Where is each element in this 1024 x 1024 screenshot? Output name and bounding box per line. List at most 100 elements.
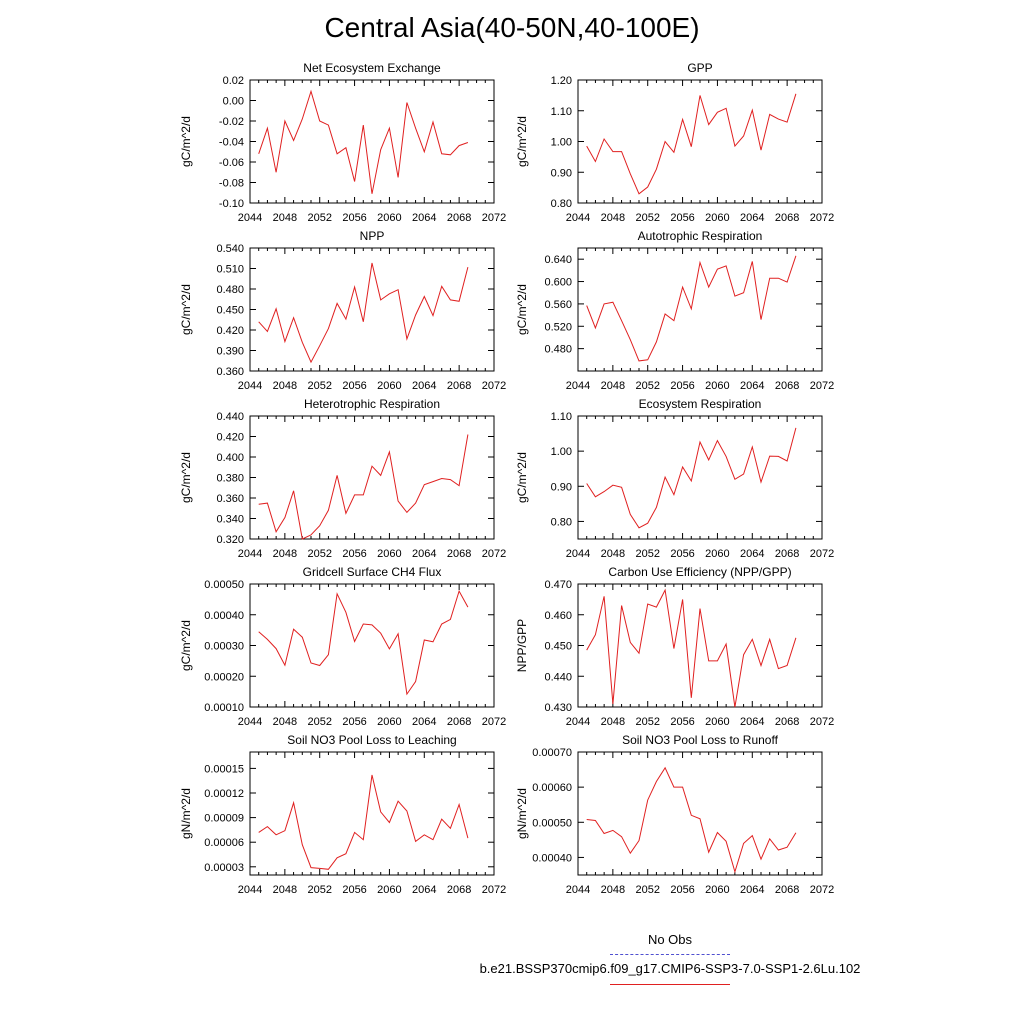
x-tick-label: 2048 <box>273 380 297 392</box>
x-tick-label: 2056 <box>342 380 366 392</box>
x-tick-label: 2048 <box>273 884 297 896</box>
y-tick-label: 0.00030 <box>204 641 244 653</box>
y-tick-label: -0.08 <box>219 178 244 190</box>
panel-title: Autotrophic Respiration <box>638 229 763 243</box>
y-tick-label: -0.02 <box>219 116 244 128</box>
panel-title: Soil NO3 Pool Loss to Runoff <box>622 733 779 747</box>
x-tick-label: 2072 <box>810 884 834 896</box>
x-tick-label: 2056 <box>670 212 694 224</box>
y-axis-label: gC/m^2/d <box>515 284 529 335</box>
y-tick-label: -0.10 <box>219 198 244 210</box>
x-tick-label: 2060 <box>705 212 729 224</box>
x-tick-label: 2044 <box>566 548 590 560</box>
x-tick-label: 2068 <box>447 380 471 392</box>
x-tick-label: 2072 <box>810 548 834 560</box>
figure-title: Central Asia(40-50N,40-100E) <box>324 12 700 43</box>
x-tick-label: 2048 <box>273 716 297 728</box>
x-tick-label: 2060 <box>377 212 401 224</box>
series-line <box>586 255 797 362</box>
x-tick-label: 2060 <box>705 884 729 896</box>
x-tick-label: 2060 <box>377 380 401 392</box>
y-tick-label: 0.400 <box>216 452 244 464</box>
x-tick-label: 2060 <box>377 716 401 728</box>
y-tick-label: 0.00009 <box>204 813 244 825</box>
series-line <box>586 427 797 529</box>
y-tick-label: 0.480 <box>544 344 572 356</box>
y-tick-label: 0.00020 <box>204 671 244 683</box>
y-axis-label: gN/m^2/d <box>179 788 193 839</box>
x-tick-label: 2064 <box>412 548 436 560</box>
x-tick-label: 2060 <box>377 884 401 896</box>
y-tick-label: 0.00 <box>223 96 244 108</box>
y-tick-label: 0.420 <box>216 432 244 444</box>
x-tick-label: 2052 <box>307 380 331 392</box>
y-tick-label: 0.520 <box>544 321 572 333</box>
y-tick-label: 1.10 <box>551 106 572 118</box>
x-tick-label: 2044 <box>566 716 590 728</box>
y-tick-label: -0.06 <box>219 157 244 169</box>
y-tick-label: 0.80 <box>551 198 572 210</box>
x-tick-label: 2072 <box>810 716 834 728</box>
plot-frame <box>249 415 495 540</box>
x-tick-label: 2052 <box>307 212 331 224</box>
y-tick-label: 1.00 <box>551 137 572 149</box>
y-tick-label: 0.00040 <box>204 610 244 622</box>
y-tick-label: 0.380 <box>216 473 244 485</box>
plot-frame <box>249 583 495 708</box>
y-tick-label: 0.440 <box>216 411 244 423</box>
y-axis-label: NPP/GPP <box>515 619 529 672</box>
panel-title: Heterotrophic Respiration <box>304 397 440 411</box>
plot-frame <box>249 79 495 204</box>
x-tick-label: 2060 <box>705 716 729 728</box>
x-tick-label: 2064 <box>412 212 436 224</box>
plot-frame <box>249 751 495 876</box>
y-tick-label: 0.320 <box>216 534 244 546</box>
x-tick-label: 2048 <box>601 212 625 224</box>
x-tick-label: 2072 <box>482 884 506 896</box>
x-tick-label: 2068 <box>447 716 471 728</box>
panel-title: GPP <box>687 61 712 75</box>
x-tick-label: 2056 <box>670 380 694 392</box>
panel-title: Carbon Use Efficiency (NPP/GPP) <box>608 565 791 579</box>
y-tick-label: 0.90 <box>551 167 572 179</box>
panel-1: 2044 2048 2052 2056 2060 2064 2068 2072 0.02 0.00… <box>179 61 506 224</box>
x-tick-label: 2052 <box>635 884 659 896</box>
y-tick-label: 0.340 <box>216 514 244 526</box>
x-tick-label: 2048 <box>601 548 625 560</box>
x-tick-label: 2064 <box>412 716 436 728</box>
x-tick-label: 2068 <box>775 548 799 560</box>
plot-frame <box>577 247 823 372</box>
x-tick-label: 2060 <box>377 548 401 560</box>
x-tick-label: 2052 <box>307 548 331 560</box>
x-tick-label: 2052 <box>307 716 331 728</box>
panel-title: NPP <box>360 229 385 243</box>
panel-9: 2044 2048 2052 2056 2060 2064 2068 2072 0.00015 0… <box>179 733 506 896</box>
x-tick-label: 2056 <box>670 548 694 560</box>
x-tick-label: 2068 <box>775 716 799 728</box>
y-tick-label: 0.440 <box>544 671 572 683</box>
y-tick-label: 0.430 <box>544 702 572 714</box>
x-tick-label: 2064 <box>412 884 436 896</box>
series-line <box>586 766 797 874</box>
y-axis-label: gN/m^2/d <box>515 788 529 839</box>
x-tick-label: 2068 <box>775 884 799 896</box>
x-tick-label: 2052 <box>635 716 659 728</box>
y-tick-label: 0.360 <box>216 493 244 505</box>
x-tick-label: 2044 <box>238 716 262 728</box>
x-tick-label: 2072 <box>482 716 506 728</box>
y-tick-label: 0.640 <box>544 254 572 266</box>
y-tick-label: 0.90 <box>551 481 572 493</box>
x-tick-label: 2064 <box>740 884 764 896</box>
x-tick-label: 2064 <box>740 212 764 224</box>
panel-8: 2044 2048 2052 2056 2060 2064 2068 2072 0.470 0.4… <box>515 565 834 728</box>
y-tick-label: 0.360 <box>216 366 244 378</box>
x-tick-label: 2056 <box>342 716 366 728</box>
x-tick-label: 2052 <box>635 548 659 560</box>
y-tick-label: 0.00050 <box>204 579 244 591</box>
series-line <box>258 434 469 540</box>
y-tick-label: 1.20 <box>551 75 572 87</box>
series-line <box>258 262 469 364</box>
legend-obs-swatch <box>610 954 730 955</box>
y-axis-label: gC/m^2/d <box>179 620 193 671</box>
